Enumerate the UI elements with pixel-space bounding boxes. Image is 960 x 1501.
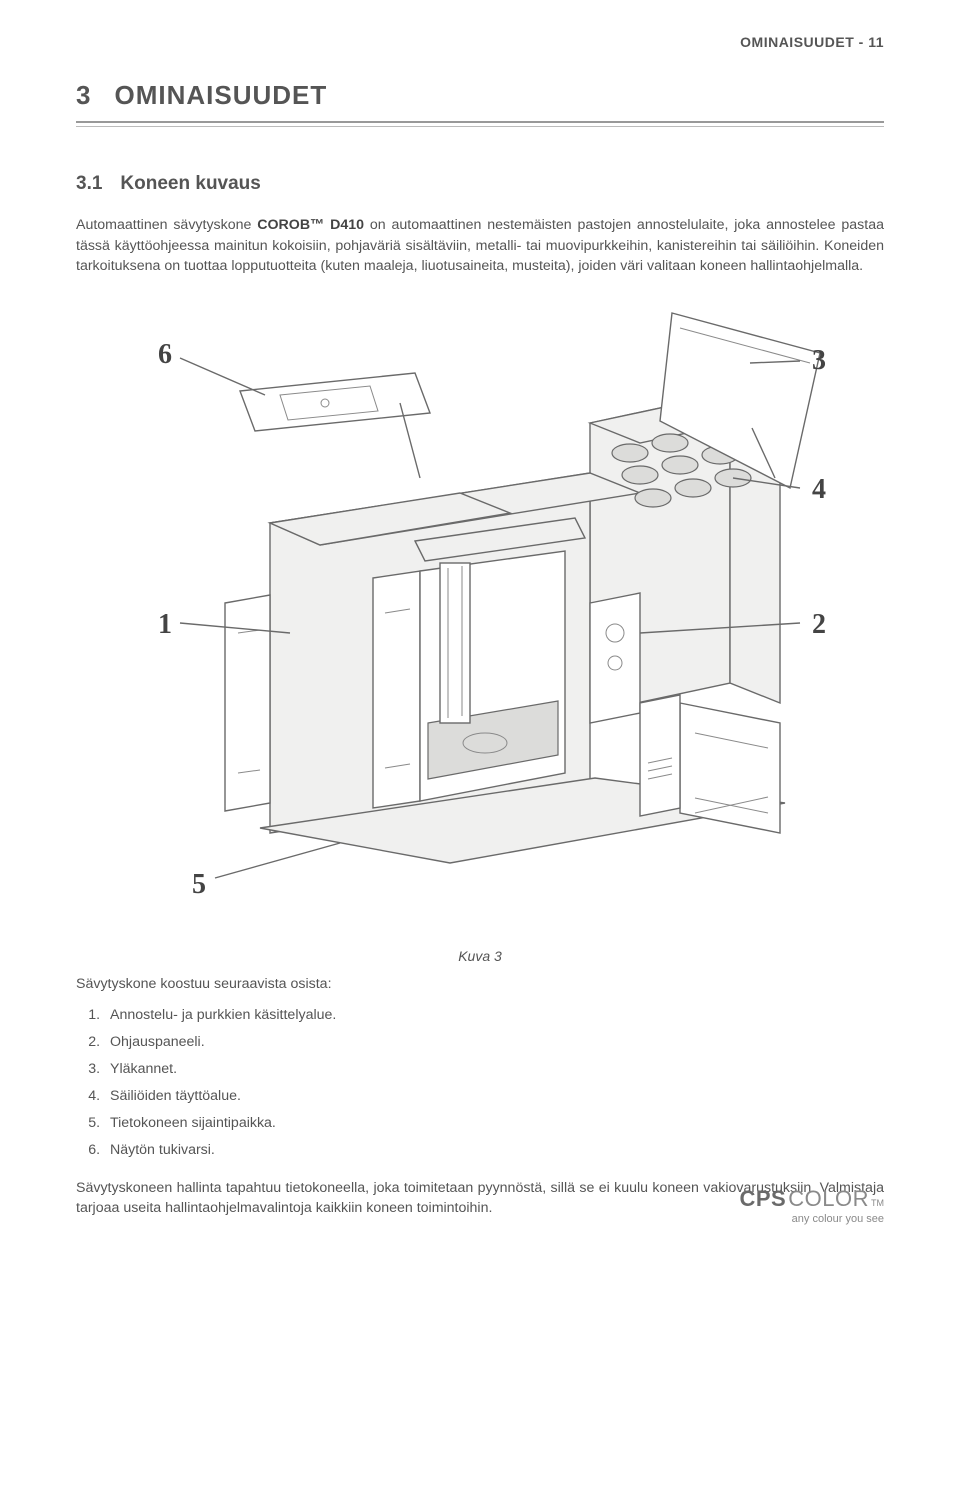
footer-brand: CPSCOLORTM any colour you see [740, 1186, 885, 1225]
callout-1: 1 [158, 609, 172, 640]
list-item: Ohjauspaneeli. [104, 1029, 884, 1056]
figure-caption: Kuva 3 [76, 948, 884, 964]
brand-tagline: any colour you see [740, 1213, 885, 1225]
section-number: 3.1 [76, 173, 102, 195]
chapter-number: 3 [76, 80, 90, 111]
section-heading: 3.1 Koneen kuvaus [76, 173, 884, 195]
brand-color: COLOR [788, 1186, 869, 1212]
callout-4: 4 [812, 474, 826, 505]
list-item: Yläkannet. [104, 1056, 884, 1083]
chapter-title: OMINAISUUDET [114, 80, 327, 111]
brand-tm: TM [871, 1198, 884, 1208]
brand-cps: CPS [740, 1186, 787, 1212]
machine-diagram: 6 3 4 1 2 5 [120, 303, 840, 933]
chapter-divider [76, 121, 884, 127]
parts-list: Annostelu- ja purkkien käsittelyalue. Oh… [76, 1002, 884, 1164]
parts-list-intro: Sävytyskone koostuu seuraavista osista: [76, 976, 884, 992]
chapter-heading: 3 OMINAISUUDET [76, 80, 884, 111]
list-item: Annostelu- ja purkkien käsittelyalue. [104, 1002, 884, 1029]
page-header-right: OMINAISUUDET - 11 [76, 34, 884, 50]
callout-2: 2 [812, 609, 826, 640]
figure-wrap: 6 3 4 1 2 5 [76, 303, 884, 938]
body-pre: Automaattinen sävytyskone [76, 217, 257, 233]
callout-3: 3 [812, 345, 826, 376]
callout-5: 5 [192, 869, 206, 900]
callout-6: 6 [158, 339, 172, 370]
body-model: COROB™ D410 [257, 217, 364, 233]
list-item: Säiliöiden täyttöalue. [104, 1083, 884, 1110]
list-item: Näytön tukivarsi. [104, 1137, 884, 1164]
section-title: Koneen kuvaus [120, 173, 260, 195]
body-paragraph: Automaattinen sävytyskone COROB™ D410 on… [76, 215, 884, 277]
list-item: Tietokoneen sijaintipaikka. [104, 1110, 884, 1137]
